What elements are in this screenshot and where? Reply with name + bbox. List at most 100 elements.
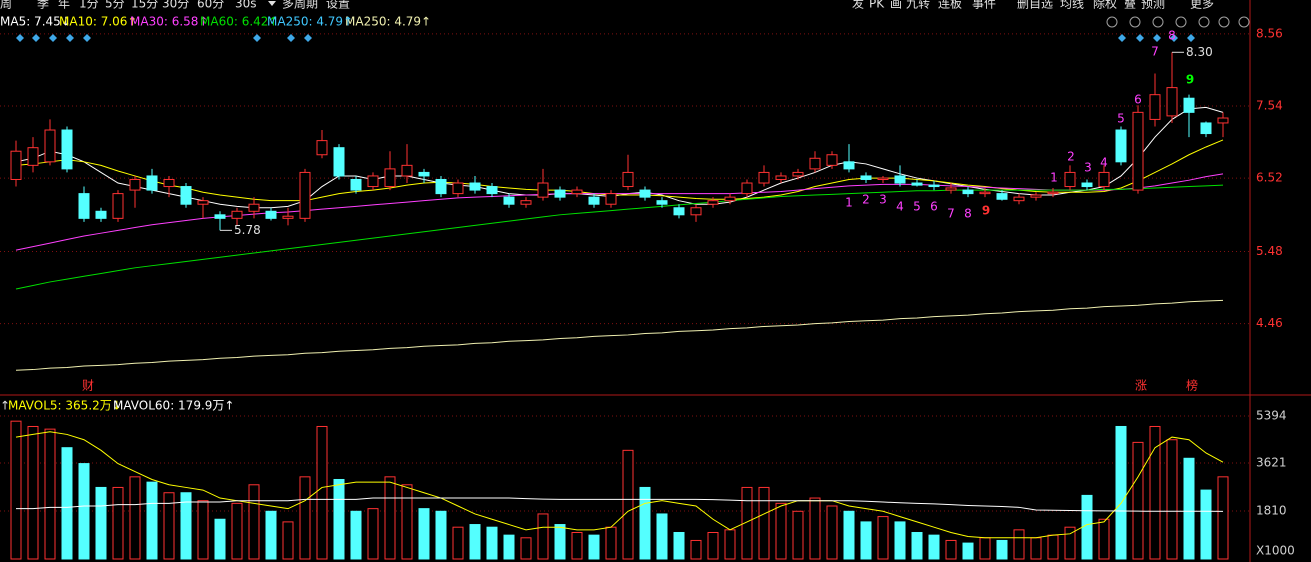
candle-body	[1166, 87, 1178, 117]
toolbar-button[interactable]: 发	[852, 0, 864, 11]
volume-bar	[945, 539, 957, 560]
toolbar-button[interactable]: 连板	[938, 0, 962, 11]
candle-body	[622, 171, 634, 188]
candle-body	[44, 129, 56, 163]
toolbar-button[interactable]: 年	[58, 0, 70, 11]
toolbar-button[interactable]: 1分	[79, 0, 99, 11]
volume-bar	[622, 449, 634, 560]
volume-bar	[673, 531, 685, 560]
toolbar-button[interactable]: 15分	[131, 0, 158, 11]
tool-icon[interactable]	[1198, 16, 1210, 28]
volume-bar	[1166, 439, 1178, 560]
candle-body	[1047, 191, 1059, 195]
candle-body	[503, 196, 515, 205]
chart-annotation: 7	[1151, 45, 1159, 59]
y-tick-label: 5.48	[1256, 244, 1283, 258]
toolbar-button[interactable]: 30分	[162, 0, 189, 11]
candle-body	[860, 175, 872, 180]
toolbar-button[interactable]: 30s	[235, 0, 257, 11]
volume-bar	[792, 510, 804, 560]
volume-bar	[520, 537, 532, 560]
candle-body	[95, 210, 107, 219]
chart-annotation: 4	[896, 200, 904, 214]
chart-annotation: 财	[82, 379, 94, 393]
legend-entry: MA5: 7.45↓	[0, 15, 71, 29]
toolbar-button[interactable]: 画	[890, 0, 902, 11]
candle-body	[537, 182, 549, 198]
toolbar-button[interactable]: 预测	[1141, 0, 1165, 11]
signal-marker	[304, 34, 312, 42]
chart-annotation: 3	[879, 193, 887, 207]
toolbar-button[interactable]: 事件	[972, 0, 996, 11]
volume-bar	[877, 516, 889, 560]
volume-bar	[826, 505, 838, 560]
candle-body	[775, 175, 787, 180]
volume-bar	[265, 510, 277, 560]
tool-icon[interactable]	[1129, 16, 1141, 28]
signal-marker	[287, 34, 295, 42]
tool-icon[interactable]	[1238, 16, 1250, 28]
chart-annotation: 5	[1117, 112, 1125, 126]
volume-bar	[656, 513, 668, 560]
chart-annotation: 3	[1084, 161, 1092, 175]
volume-bar	[1217, 476, 1229, 560]
toolbar-button[interactable]: 设置	[326, 0, 350, 11]
volume-bar	[129, 476, 141, 560]
candle-body	[146, 175, 158, 191]
candle-body	[571, 189, 583, 195]
toolbar-button[interactable]: 多周期	[282, 0, 318, 11]
y-tick-label: 6.52	[1256, 171, 1283, 185]
volume-bar	[1098, 518, 1110, 560]
toolbar-button[interactable]: 季	[37, 0, 49, 11]
toolbar-button[interactable]: 除权	[1093, 0, 1117, 11]
candle-body	[741, 182, 753, 195]
volume-bar	[605, 526, 617, 560]
toolbar-button[interactable]: 5分	[105, 0, 125, 11]
toolbar-button[interactable]: 更多	[1190, 0, 1214, 11]
chart-annotation: 榜	[1186, 378, 1198, 393]
y-tick-label: 5394	[1256, 409, 1287, 423]
legend-entry: MA250: 4.79↑	[267, 15, 353, 29]
tool-icon[interactable]	[1218, 16, 1230, 28]
volume-bar	[996, 539, 1008, 560]
chart-annotation: 8	[1168, 29, 1176, 43]
candle-body	[1183, 97, 1195, 113]
unit-label: X1000	[1256, 544, 1295, 558]
toolbar-button[interactable]: 叠	[1124, 0, 1136, 11]
chart-annotation: 1	[845, 196, 853, 210]
volume-bar	[401, 484, 413, 560]
toolbar-button[interactable]: 删自选	[1017, 0, 1053, 11]
volume-bar	[78, 463, 90, 560]
chart-annotation: 4	[1100, 156, 1108, 170]
y-tick-label: 7.54	[1256, 98, 1283, 112]
toolbar-button[interactable]: 九转	[906, 0, 930, 11]
volume-bar	[95, 486, 107, 560]
volume-bar	[452, 526, 464, 560]
candle-body	[877, 177, 889, 180]
candle-body	[554, 189, 566, 198]
volume-bar	[1064, 526, 1076, 560]
toolbar-button[interactable]: 均线	[1060, 0, 1084, 11]
candle-body	[1013, 196, 1025, 202]
candle-body	[10, 150, 22, 180]
chart-annotation: 9	[1186, 73, 1194, 87]
candle-body	[265, 210, 277, 219]
y-tick-label: 4.46	[1256, 316, 1283, 330]
dropdown-arrow[interactable]	[268, 1, 276, 6]
candle-body	[197, 200, 209, 205]
volume-bar	[214, 518, 226, 560]
volume-bar	[1183, 457, 1195, 560]
tool-icon[interactable]	[1175, 16, 1187, 28]
candle-body	[724, 196, 736, 202]
toolbar-button[interactable]: 周	[0, 0, 12, 11]
ma-line	[15, 184, 1224, 290]
toolbar-button[interactable]: PK	[869, 0, 885, 11]
tool-icon[interactable]	[1152, 16, 1164, 28]
volume-bar	[707, 531, 719, 560]
candle-body	[656, 200, 668, 205]
tool-icon[interactable]	[1106, 16, 1118, 28]
toolbar-button[interactable]: 60分	[197, 0, 224, 11]
volume-bar	[758, 486, 770, 560]
volume-bar	[299, 476, 311, 560]
legend-entry: MAVOL60: 179.9万↑	[113, 399, 234, 413]
